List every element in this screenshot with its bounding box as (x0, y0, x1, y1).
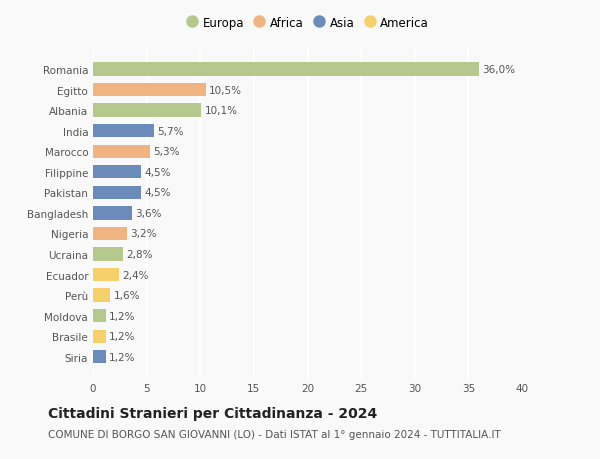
Text: 4,5%: 4,5% (145, 188, 171, 198)
Text: 3,6%: 3,6% (135, 208, 161, 218)
Bar (93, 269, 119, 282)
Bar (93, 227, 127, 241)
Text: 10,5%: 10,5% (209, 85, 242, 95)
Bar (93, 166, 141, 179)
Text: 1,6%: 1,6% (113, 291, 140, 301)
Bar (93, 125, 154, 138)
Text: Cittadini Stranieri per Cittadinanza - 2024: Cittadini Stranieri per Cittadinanza - 2… (48, 406, 377, 420)
Bar (93, 330, 106, 343)
Bar (93, 145, 150, 158)
Text: 1,2%: 1,2% (109, 331, 136, 341)
Text: 3,2%: 3,2% (131, 229, 157, 239)
Text: 5,3%: 5,3% (153, 147, 179, 157)
Bar (93, 63, 479, 77)
Text: COMUNE DI BORGO SAN GIOVANNI (LO) - Dati ISTAT al 1° gennaio 2024 - TUTTITALIA.I: COMUNE DI BORGO SAN GIOVANNI (LO) - Dati… (48, 429, 501, 439)
Bar (93, 207, 131, 220)
Bar (93, 350, 106, 364)
Text: 10,1%: 10,1% (205, 106, 238, 116)
Text: 2,4%: 2,4% (122, 270, 148, 280)
Bar (93, 104, 202, 118)
Bar (93, 248, 123, 261)
Text: 36,0%: 36,0% (482, 65, 515, 75)
Text: 5,7%: 5,7% (157, 126, 184, 136)
Legend: Europa, Africa, Asia, America: Europa, Africa, Asia, America (184, 14, 431, 32)
Bar (93, 84, 206, 97)
Text: 1,2%: 1,2% (109, 311, 136, 321)
Bar (93, 186, 141, 200)
Bar (93, 309, 106, 323)
Bar (93, 289, 110, 302)
Text: 2,8%: 2,8% (126, 249, 153, 259)
Text: 1,2%: 1,2% (109, 352, 136, 362)
Text: 4,5%: 4,5% (145, 168, 171, 178)
